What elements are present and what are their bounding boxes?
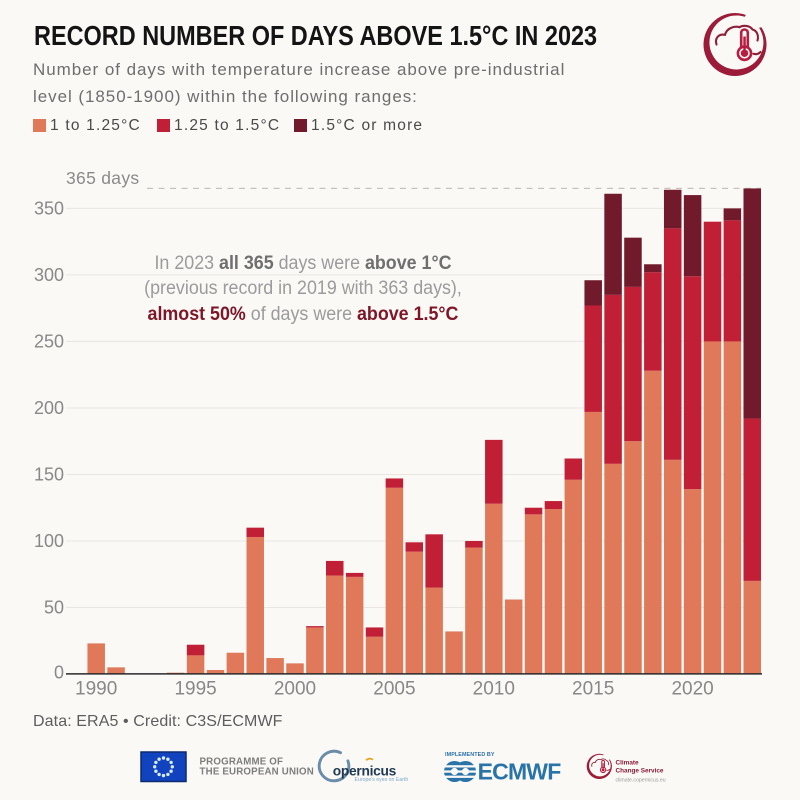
svg-text:opernicus: opernicus xyxy=(333,763,397,778)
svg-text:100: 100 xyxy=(34,531,64,551)
svg-text:300: 300 xyxy=(34,265,64,285)
svg-text:2000: 2000 xyxy=(274,679,316,700)
svg-text:2020: 2020 xyxy=(671,679,713,700)
svg-text:350: 350 xyxy=(34,198,64,218)
svg-text:250: 250 xyxy=(34,331,64,351)
svg-text:ECMWF: ECMWF xyxy=(478,759,562,785)
svg-text:150: 150 xyxy=(34,464,64,484)
svg-text:IMPLEMENTED BY: IMPLEMENTED BY xyxy=(445,752,495,758)
svg-text:2010: 2010 xyxy=(473,679,515,700)
svg-text:200: 200 xyxy=(34,398,64,418)
svg-text:0: 0 xyxy=(54,663,64,683)
svg-text:2015: 2015 xyxy=(572,679,614,700)
svg-text:365 days: 365 days xyxy=(66,168,139,188)
svg-text:Climate: Climate xyxy=(616,760,640,767)
svg-text:1990: 1990 xyxy=(75,679,117,700)
svg-text:50: 50 xyxy=(44,597,64,617)
svg-text:Europe's eyes on Earth: Europe's eyes on Earth xyxy=(355,777,409,783)
svg-text:2005: 2005 xyxy=(373,679,415,700)
svg-text:climate.copernicus.eu: climate.copernicus.eu xyxy=(616,778,666,784)
svg-text:THE EUROPEAN UNION: THE EUROPEAN UNION xyxy=(200,767,314,778)
svg-text:1995: 1995 xyxy=(174,679,216,700)
svg-text:Change Service: Change Service xyxy=(616,768,664,775)
svg-text:PROGRAMME OF: PROGRAMME OF xyxy=(200,757,284,768)
